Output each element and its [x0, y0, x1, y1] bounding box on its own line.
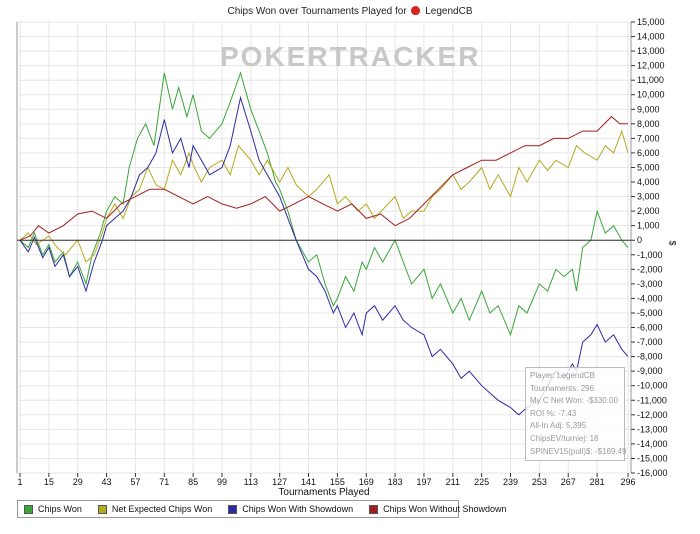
legend-item[interactable]: Chips Won Without Showdown — [369, 504, 507, 514]
x-tick-label: 29 — [73, 477, 83, 487]
legend-swatch — [369, 504, 379, 514]
x-tick-label: 267 — [561, 477, 576, 487]
y-tick-label: -1,000 — [637, 250, 663, 260]
legend-label: Chips Won Without Showdown — [383, 504, 507, 514]
y-tick-label: 0 — [637, 235, 642, 245]
y-tick-label: 8,000 — [637, 119, 660, 129]
stats-line: All-In Adj: 5,395 — [530, 421, 587, 431]
y-tick-label: -3,000 — [637, 279, 663, 289]
y-tick-label: -8,000 — [637, 352, 663, 362]
legend-item[interactable]: Chips Won — [24, 504, 82, 514]
chart-title-player: LegendCB — [425, 6, 473, 17]
y-tick-label: -4,000 — [637, 293, 663, 303]
legend-swatch — [228, 504, 238, 514]
x-tick-label: 15 — [44, 477, 54, 487]
y-tick-label: -7,000 — [637, 337, 663, 347]
stats-line: ChipsEV/turniej: 18 — [530, 433, 599, 443]
y-tick-label: -9,000 — [637, 366, 663, 376]
y-tick-label: -2,000 — [637, 264, 663, 274]
x-tick-label: 127 — [272, 477, 287, 487]
legend-swatch — [97, 504, 107, 514]
y-tick-label: -13,000 — [637, 424, 668, 434]
watermark: POKERTRACKER — [220, 41, 480, 72]
legend-item[interactable]: Chips Won With Showdown — [228, 504, 353, 514]
stats-box: Player: LegendCB Tournaments: 296 My C N… — [525, 367, 627, 461]
stats-line: My C Net Won: -$330.00 — [530, 396, 618, 406]
chart-title: Chips Won over Tournaments Played for Le… — [0, 6, 700, 17]
y-tick-label: -16,000 — [637, 468, 668, 478]
stats-line: Tournaments: 296 — [530, 383, 595, 393]
x-tick-label: 197 — [416, 477, 431, 487]
y-tick-label: 12,000 — [637, 61, 665, 71]
x-tick-label: 239 — [503, 477, 518, 487]
y-tick-label: -10,000 — [637, 381, 668, 391]
y-tick-label: 7,000 — [637, 133, 660, 143]
y-tick-label: 11,000 — [637, 75, 664, 85]
y-tick-label: 5,000 — [637, 162, 660, 172]
legend-label: Net Expected Chips Won — [111, 504, 213, 514]
legend-label: Chips Won With Showdown — [242, 504, 354, 514]
x-tick-label: 71 — [159, 477, 169, 487]
legend: Chips Won Net Expected Chips Won Chips W… — [17, 500, 507, 518]
y-tick-label: -5,000 — [637, 308, 663, 318]
stats-line: SPINEV15(pull)$: -$169.49 — [530, 446, 627, 456]
y-axis-ticks: 15,000 14,000 13,000 12,000 11,000 10,000 9,00… — [631, 17, 668, 478]
x-axis-label: Tournaments Played — [278, 487, 369, 498]
x-tick-label: 169 — [359, 477, 374, 487]
y-tick-label: 10,000 — [637, 90, 665, 100]
legend-label: Chips Won — [38, 504, 82, 514]
x-axis-ticks: 1 15 29 43 57 71 85 99 113 127 141 155 169 183 197 211 2… — [17, 473, 636, 487]
x-tick-label: 155 — [330, 477, 345, 487]
series-line-1 — [19, 71, 629, 337]
x-tick-label: 183 — [388, 477, 403, 487]
y-tick-label: 2,000 — [637, 206, 660, 216]
y-tick-label: 14,000 — [637, 32, 665, 42]
x-tick-label: 85 — [188, 477, 198, 487]
x-tick-label: 43 — [102, 477, 112, 487]
x-tick-label: 113 — [244, 477, 258, 487]
x-tick-label: 141 — [301, 477, 316, 487]
legend-swatch — [24, 504, 33, 514]
x-tick-label: 225 — [474, 477, 489, 487]
y-tick-label: -12,000 — [637, 410, 668, 420]
spade-icon — [411, 6, 421, 15]
y-tick-label: -15,000 — [637, 453, 668, 463]
chart-title-text: Chips Won over Tournaments Played for — [227, 6, 407, 17]
x-tick-label: 211 — [446, 477, 460, 487]
legend-item[interactable]: Net Expected Chips Won — [97, 504, 213, 514]
y-tick-label: 1,000 — [637, 221, 660, 231]
stats-line: ROI %: -7.43 — [530, 408, 577, 418]
y-axis-label: $ — [667, 240, 678, 246]
y-tick-label: 15,000 — [637, 17, 665, 27]
x-tick-label: 99 — [217, 477, 227, 487]
stats-line: Player: LegendCB — [530, 371, 595, 380]
y-tick-label: -14,000 — [637, 439, 668, 449]
x-tick-label: 1 — [17, 477, 22, 487]
x-tick-label: 253 — [532, 477, 547, 487]
series-line-4 — [19, 115, 628, 241]
y-tick-label: 4,000 — [637, 177, 660, 187]
y-tick-label: 9,000 — [637, 104, 660, 114]
y-tick-label: 3,000 — [637, 192, 660, 202]
y-tick-label: 13,000 — [637, 46, 665, 56]
y-tick-label: -6,000 — [637, 323, 663, 333]
x-tick-label: 281 — [590, 477, 605, 487]
y-tick-label: -11,000 — [637, 395, 667, 405]
y-tick-label: 6,000 — [637, 148, 660, 158]
x-tick-label: 296 — [620, 477, 635, 487]
x-tick-label: 57 — [130, 477, 140, 487]
